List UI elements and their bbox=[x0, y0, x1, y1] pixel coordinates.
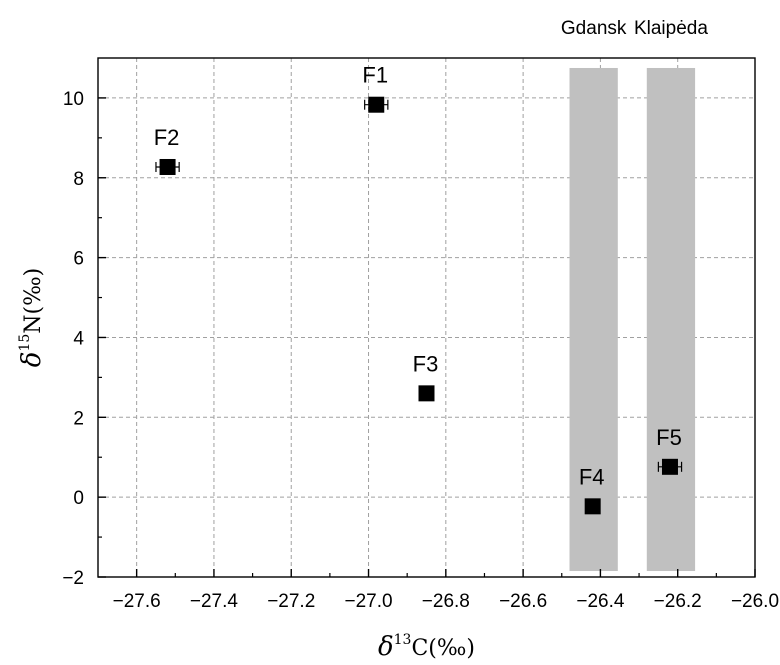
region-band-gdansk bbox=[569, 67, 618, 572]
data-point-f4 bbox=[584, 498, 601, 515]
x-tick-label: −27.4 bbox=[190, 591, 239, 612]
y-tick-label: −2 bbox=[62, 568, 84, 589]
point-label: F1 bbox=[362, 63, 388, 88]
axis-ticks: −27.6 −27.4 −27.2 −27.0 −26.8 −26.6 −26.4 −26.2… bbox=[62, 89, 779, 612]
y-tick-label: 10 bbox=[63, 89, 84, 110]
y-axis-title: δ15N(‰) bbox=[17, 268, 47, 367]
x-tick-label: −26.6 bbox=[499, 591, 547, 612]
data-point-f5 bbox=[661, 458, 678, 475]
x-tick-label: −27.2 bbox=[267, 591, 315, 612]
point-label: F5 bbox=[656, 425, 682, 450]
region-bands: Gdansk Klaipėda bbox=[561, 18, 708, 572]
x-tick-label: −26.4 bbox=[576, 591, 625, 612]
point-label: F3 bbox=[413, 351, 439, 376]
data-point-f1 bbox=[368, 96, 385, 113]
x-tick-label: −27.0 bbox=[344, 591, 392, 612]
x-tick-label: −26.0 bbox=[731, 591, 779, 612]
region-label: Klaipėda bbox=[634, 18, 708, 39]
point-label: F4 bbox=[579, 464, 605, 489]
y-tick-label: 6 bbox=[73, 249, 84, 270]
x-tick-label: −26.8 bbox=[422, 591, 470, 612]
data-point-f2 bbox=[159, 158, 176, 175]
plot-frame bbox=[97, 57, 756, 578]
point-label: F2 bbox=[154, 125, 180, 150]
x-tick-label: −26.2 bbox=[654, 591, 702, 612]
y-tick-label: 0 bbox=[73, 488, 84, 509]
data-point-f3 bbox=[418, 385, 435, 402]
region-label: Gdansk bbox=[561, 18, 627, 39]
y-tick-label: 2 bbox=[73, 408, 84, 429]
x-axis-title: δ13C(‰) bbox=[378, 632, 475, 662]
y-tick-label: 4 bbox=[73, 328, 84, 349]
region-band-klaipėda bbox=[646, 67, 696, 572]
data-points: F1 F2 F3 F4 F5 bbox=[154, 63, 683, 515]
x-tick-label: −27.6 bbox=[113, 591, 161, 612]
y-tick-label: 8 bbox=[73, 169, 84, 190]
